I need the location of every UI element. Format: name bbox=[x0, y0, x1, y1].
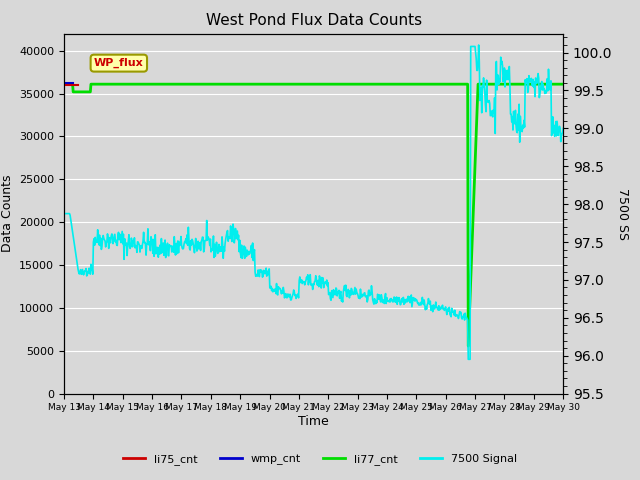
Y-axis label: Data Counts: Data Counts bbox=[1, 175, 13, 252]
Title: West Pond Flux Data Counts: West Pond Flux Data Counts bbox=[205, 13, 422, 28]
Text: WP_flux: WP_flux bbox=[94, 58, 144, 68]
X-axis label: Time: Time bbox=[298, 415, 329, 428]
Y-axis label: 7500 SS: 7500 SS bbox=[616, 188, 629, 240]
Legend: li75_cnt, wmp_cnt, li77_cnt, 7500 Signal: li75_cnt, wmp_cnt, li77_cnt, 7500 Signal bbox=[118, 450, 522, 469]
